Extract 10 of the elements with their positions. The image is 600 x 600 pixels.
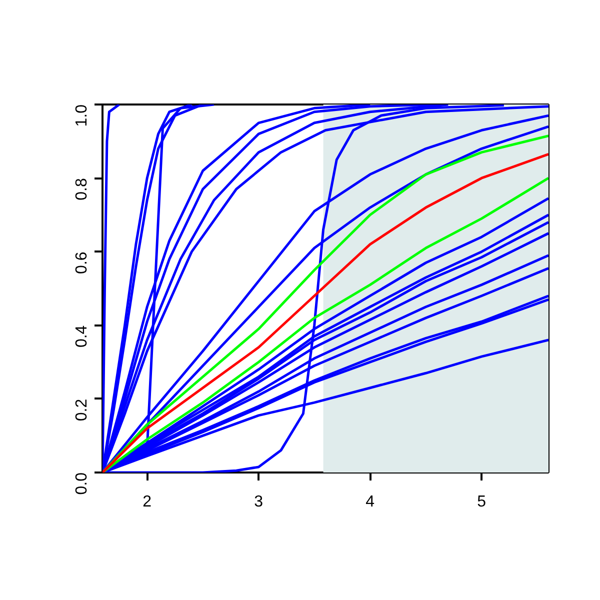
x-tick-label: 3: [254, 494, 264, 510]
x-tick-label: 5: [477, 494, 486, 510]
y-tick-label: 0.0: [74, 472, 90, 495]
y-tick-label: 0.8: [74, 178, 90, 200]
y-tick-label: 0.4: [74, 325, 90, 348]
y-tick-label: 1.0: [74, 104, 90, 127]
y-tick-label: 0.2: [74, 398, 90, 422]
y-tick-label: 0.6: [74, 252, 90, 274]
x-tick-label: 4: [366, 494, 375, 510]
x-tick-label: 2: [142, 494, 152, 510]
